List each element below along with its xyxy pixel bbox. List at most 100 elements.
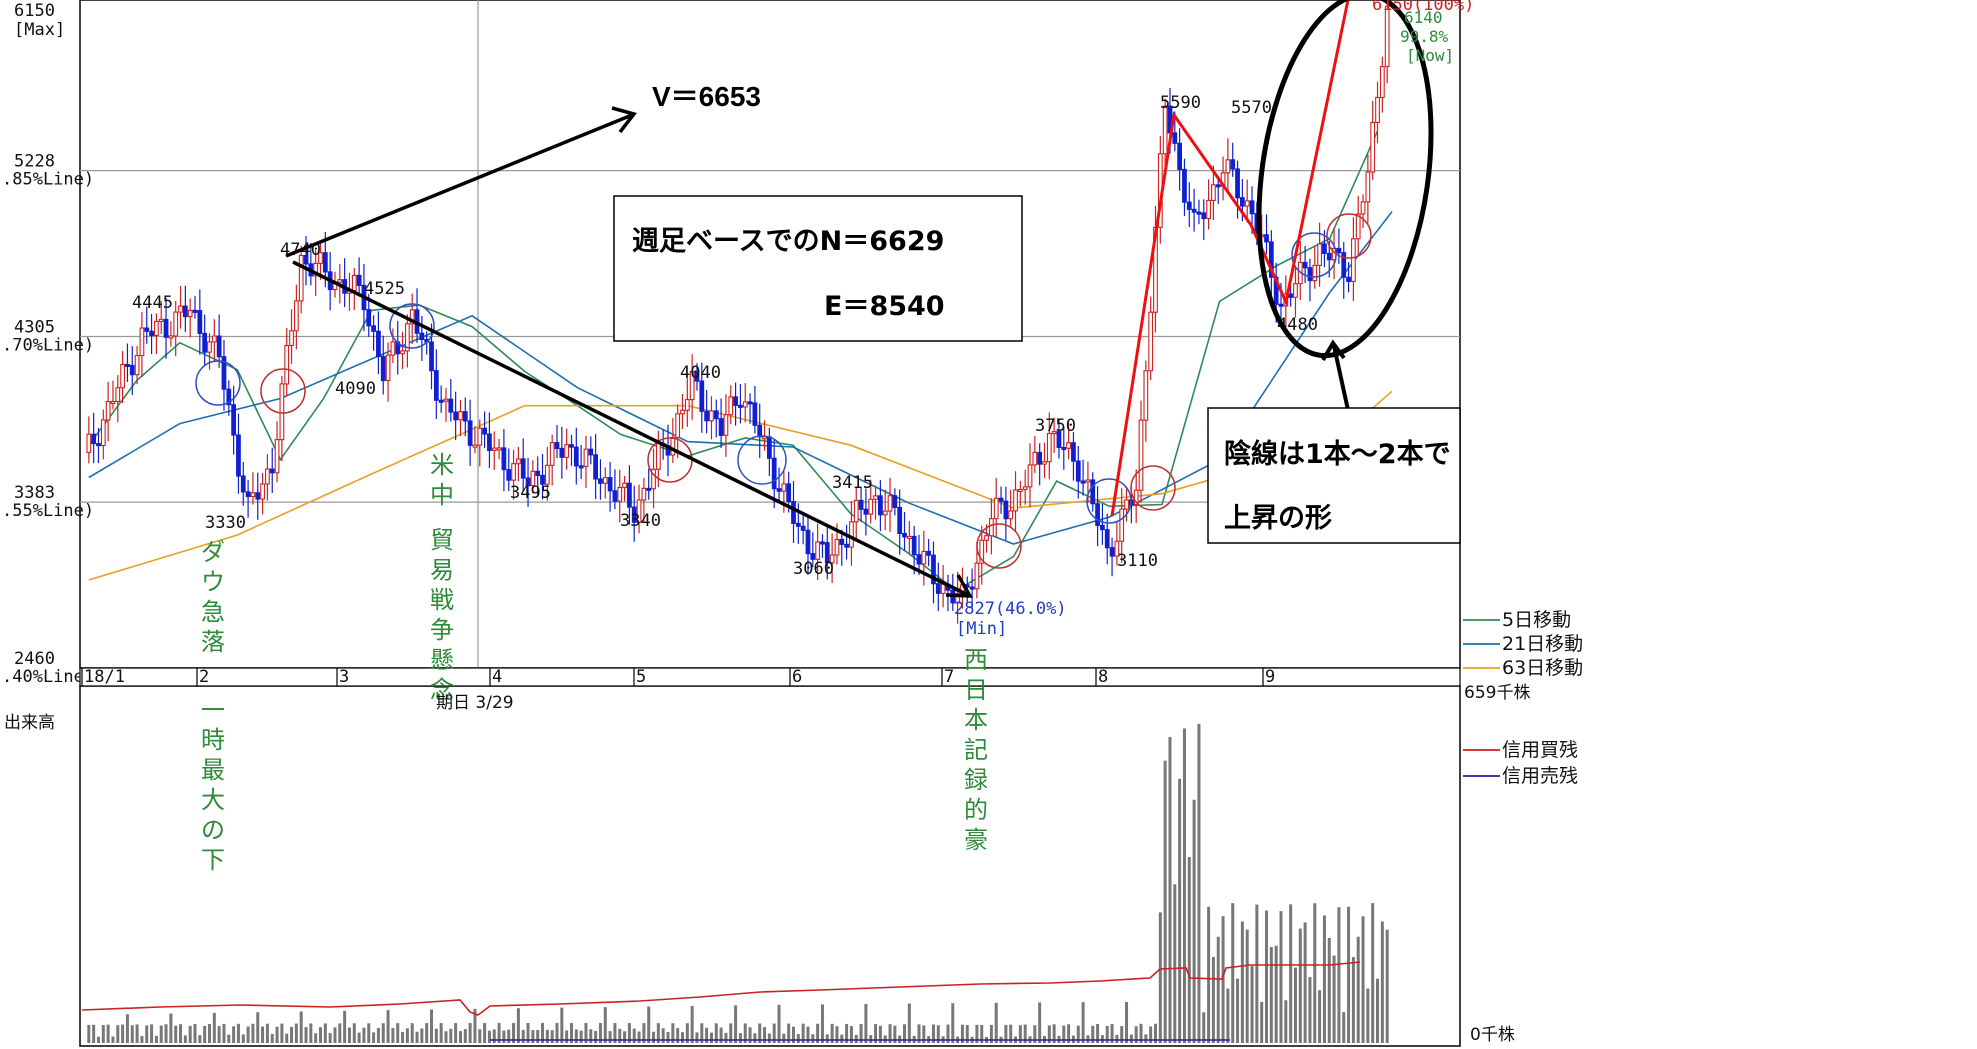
event-rain-text: 豪 (964, 826, 988, 854)
candle-body (318, 252, 323, 264)
volume-bar (1380, 921, 1384, 1043)
candle-body (795, 522, 801, 527)
red-zigzag-line (1110, 0, 1350, 517)
price-label: 4090 (335, 379, 376, 399)
candle-body (544, 464, 550, 485)
candle-body (834, 538, 840, 556)
annotation-box-yinsen (1207, 407, 1461, 544)
candle-body (680, 409, 685, 415)
blue-circle (1291, 232, 1337, 278)
event-trade-text: 争 (430, 616, 454, 644)
price-label: 4040 (680, 363, 721, 383)
candle-body (1360, 201, 1366, 215)
volume-bar (116, 1025, 120, 1043)
volume-bar (695, 1032, 699, 1043)
callout-arrow-line (1332, 345, 1350, 411)
candle-body (525, 477, 531, 487)
candle-body (742, 401, 748, 408)
volume-bar (1221, 916, 1225, 1043)
candle-body (216, 335, 222, 358)
candle-body (231, 404, 237, 436)
volume-bar (111, 1036, 115, 1043)
volume-bar (405, 1028, 409, 1043)
candle-body (511, 463, 516, 481)
candle-body (115, 387, 121, 403)
candle-body (1225, 159, 1231, 174)
candlesticks (86, 0, 1390, 624)
volume-bar (376, 1027, 380, 1043)
volume-bar (830, 1023, 834, 1043)
volume-bar (1067, 1024, 1071, 1043)
price-label: 5590 (1160, 93, 1201, 113)
volume-bar (903, 1024, 907, 1043)
candle-body (351, 274, 357, 292)
event-dow-text: 急 (201, 598, 225, 626)
volume-bar (319, 1027, 323, 1043)
volume-bar (1255, 904, 1259, 1043)
volume-bar (1351, 957, 1355, 1043)
candle-body (376, 330, 381, 357)
legend-label: 5日移動 (1502, 609, 1571, 631)
volume-bar (1139, 1023, 1143, 1043)
candle-body (1312, 264, 1318, 282)
candle-body (265, 468, 270, 485)
event-trade-text: 中 (430, 481, 454, 509)
candle-body (110, 400, 116, 405)
candle-body (1336, 247, 1342, 254)
candle-body (1264, 234, 1269, 243)
price-label: 4525 (364, 279, 405, 299)
legend-label: 63日移動 (1502, 657, 1583, 679)
volume-bar (618, 1028, 622, 1043)
month-label: 8 (1098, 667, 1108, 687)
now-price: 6140 (1404, 8, 1443, 27)
candle-body (1379, 66, 1385, 99)
volume-bar (864, 1003, 868, 1043)
volume-bar (458, 1031, 462, 1043)
candle-body (554, 442, 560, 450)
volume-bar (217, 1026, 221, 1043)
volume-bar (92, 1024, 96, 1043)
candle-body (897, 506, 903, 535)
volume-bar (497, 1023, 501, 1043)
volume-bar (275, 1026, 279, 1043)
volume-bar (101, 1025, 105, 1043)
volume-bar (87, 1024, 91, 1043)
candle-body (1384, 6, 1390, 68)
volume-bar (106, 1024, 110, 1043)
candle-body (781, 483, 787, 492)
volume-bar (975, 1024, 979, 1043)
volume-bar (796, 1033, 800, 1043)
volume-bar (801, 1023, 805, 1043)
candle-body (1013, 489, 1018, 512)
candle-body (105, 401, 111, 421)
volume-bar (637, 1031, 641, 1043)
candle-body (284, 344, 290, 385)
volume-bar (1327, 937, 1331, 1043)
candle-body (955, 592, 960, 604)
volume-bar (362, 1027, 366, 1043)
candle-body (549, 442, 555, 466)
red-circle (976, 523, 1022, 569)
candle-body (86, 433, 92, 453)
volume-bar (179, 1024, 183, 1043)
candle-body (293, 300, 299, 332)
candle-body (236, 434, 241, 477)
event-trade-text: 米 (430, 451, 454, 479)
volume-bar (729, 1023, 733, 1043)
volume-bar (980, 1024, 984, 1043)
candle-body (1215, 184, 1221, 188)
volume-bar (893, 1025, 897, 1043)
candle-body (438, 399, 444, 403)
volume-bar (207, 1023, 211, 1043)
candle-body (1148, 311, 1154, 372)
month-axis-band (79, 667, 1461, 687)
volume-bar (603, 1007, 607, 1043)
volume-bar (1129, 1034, 1133, 1043)
candle-body (289, 330, 294, 347)
volume-bar (782, 1033, 786, 1043)
candle-body (409, 309, 415, 325)
candle-body (631, 506, 637, 523)
volume-bar (613, 1023, 617, 1043)
event-drop-text: 最 (201, 756, 225, 784)
